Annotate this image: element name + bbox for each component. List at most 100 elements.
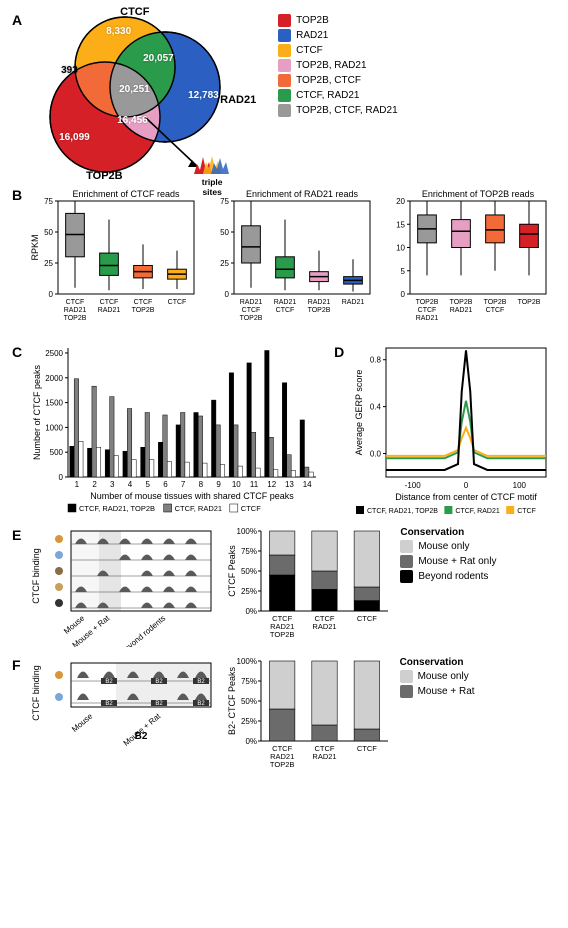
svg-text:2000: 2000 xyxy=(45,374,63,383)
venn-legend: TOP2B RAD21 CTCF TOP2B, RAD21 TOP2B, CTC… xyxy=(278,12,398,119)
svg-text:25%: 25% xyxy=(241,587,257,596)
svg-text:0: 0 xyxy=(49,290,54,299)
svg-text:0: 0 xyxy=(401,290,406,299)
svg-text:9: 9 xyxy=(216,480,221,489)
svg-text:10: 10 xyxy=(232,480,241,489)
svg-text:12: 12 xyxy=(267,480,276,489)
svg-text:75: 75 xyxy=(220,197,229,206)
triple-label: triple sites xyxy=(191,177,233,197)
legend-item: TOP2B, CTCF, RAD21 xyxy=(278,104,398,117)
panel-B-label: B xyxy=(12,187,22,203)
svg-text:TOP2B: TOP2B xyxy=(269,760,293,769)
svg-text:11: 11 xyxy=(250,480,259,489)
svg-text:CTCF: CTCF xyxy=(418,307,437,314)
bar-chart-C: 05001000150020002500Number of CTCF peaks… xyxy=(30,344,320,519)
venn-val-rad21: 12,783 xyxy=(188,90,219,101)
svg-text:6: 6 xyxy=(163,480,168,489)
svg-text:CTCF: CTCF xyxy=(242,307,261,314)
svg-text:0: 0 xyxy=(225,290,230,299)
venn-val-all: 20,251 xyxy=(119,84,150,95)
svg-text:TOP2B: TOP2B xyxy=(518,299,541,306)
svg-text:B2: B2 xyxy=(197,679,205,685)
legend-item: TOP2B, RAD21 xyxy=(278,59,398,72)
svg-text:0.4: 0.4 xyxy=(370,403,382,412)
svg-text:RPKM: RPKM xyxy=(30,234,40,260)
svg-text:TOP2B: TOP2B xyxy=(308,307,331,314)
svg-text:25: 25 xyxy=(44,259,53,268)
triple-icon: triple sites xyxy=(191,152,233,197)
legend-F: Conservation Mouse only Mouse + Rat xyxy=(400,657,475,700)
venn-outer-top2b: TOP2B xyxy=(86,170,122,182)
svg-text:13: 13 xyxy=(285,480,294,489)
svg-text:TOP2B: TOP2B xyxy=(270,630,294,639)
legend-item: CTCF xyxy=(278,44,398,57)
svg-text:50%: 50% xyxy=(241,697,257,706)
svg-text:TOP2B: TOP2B xyxy=(240,315,263,322)
svg-text:TOP2B: TOP2B xyxy=(132,307,155,314)
svg-text:25: 25 xyxy=(220,259,229,268)
svg-text:RAD21: RAD21 xyxy=(64,307,87,314)
svg-text:RAD21: RAD21 xyxy=(240,299,263,306)
svg-text:RAD21: RAD21 xyxy=(313,622,337,631)
svg-text:0.8: 0.8 xyxy=(370,356,382,365)
svg-text:B2: B2 xyxy=(134,731,147,742)
svg-text:CTCF Peaks: CTCF Peaks xyxy=(227,545,237,597)
panel-B-plots: Enrichment of CTCF reads0255075RPKMCTCFR… xyxy=(30,187,550,332)
panel-D-label: D xyxy=(334,344,344,360)
svg-text:100%: 100% xyxy=(237,527,257,536)
svg-text:8: 8 xyxy=(199,480,204,489)
svg-text:CTCF, RAD21, TOP2B: CTCF, RAD21, TOP2B xyxy=(367,508,438,515)
svg-text:4: 4 xyxy=(128,480,133,489)
svg-text:1: 1 xyxy=(75,480,80,489)
svg-text:1500: 1500 xyxy=(45,399,63,408)
venn-val-ctcf-rad21: 20,057 xyxy=(143,53,174,64)
svg-text:75: 75 xyxy=(44,197,53,206)
svg-text:B2: B2 xyxy=(155,679,163,685)
svg-text:Beyond rodents: Beyond rodents xyxy=(119,614,168,647)
stacked-bars-F: 0%25%50%75%100%B2- CTCF PeaksCTCFRAD21TO… xyxy=(227,657,392,777)
svg-text:CTCF: CTCF xyxy=(168,299,187,306)
svg-text:7: 7 xyxy=(181,480,186,489)
svg-text:75%: 75% xyxy=(241,547,257,556)
svg-text:1000: 1000 xyxy=(45,423,63,432)
svg-text:-100: -100 xyxy=(405,481,422,490)
svg-text:CTCF: CTCF xyxy=(241,504,261,513)
svg-text:TOP2B: TOP2B xyxy=(450,299,473,306)
svg-text:Mouse + Rat: Mouse + Rat xyxy=(121,711,162,748)
svg-text:5: 5 xyxy=(401,267,406,276)
svg-text:RAD21: RAD21 xyxy=(274,299,297,306)
svg-text:Number of mouse tissues with s: Number of mouse tissues with shared CTCF… xyxy=(90,491,294,501)
svg-text:0%: 0% xyxy=(246,607,258,616)
svg-text:Distance from center of CTCF m: Distance from center of CTCF motif xyxy=(395,492,537,502)
svg-text:RAD21: RAD21 xyxy=(98,307,121,314)
schematic-F: CTCF bindingB2B2B2B2B2B2MouseMouse + Rat… xyxy=(29,657,219,752)
svg-text:100%: 100% xyxy=(236,657,256,666)
svg-text:500: 500 xyxy=(50,448,64,457)
svg-text:0%: 0% xyxy=(245,737,257,746)
svg-text:RAD21: RAD21 xyxy=(416,315,439,322)
svg-text:CTCF, RAD21, TOP2B: CTCF, RAD21, TOP2B xyxy=(79,504,155,513)
svg-text:B2: B2 xyxy=(105,701,113,707)
svg-text:B2: B2 xyxy=(105,679,113,685)
svg-text:75%: 75% xyxy=(241,677,257,686)
panel-A-label: A xyxy=(12,12,22,28)
svg-text:CTCF: CTCF xyxy=(356,744,376,753)
legend-item: TOP2B, CTCF xyxy=(278,74,398,87)
svg-text:50%: 50% xyxy=(241,567,257,576)
legend-item: CTCF, RAD21 xyxy=(278,89,398,102)
svg-text:0.0: 0.0 xyxy=(370,450,382,459)
venn-diagram: 8,330 20,057 12,783 393 20,251 16,456 16… xyxy=(30,12,240,177)
venn-outer-ctcf: CTCF xyxy=(120,6,149,18)
venn-outer-rad21: RAD21 xyxy=(220,94,256,106)
svg-text:5: 5 xyxy=(146,480,151,489)
svg-text:B2: B2 xyxy=(197,701,205,707)
svg-text:50: 50 xyxy=(44,228,53,237)
svg-text:3: 3 xyxy=(110,480,115,489)
svg-text:B2: B2 xyxy=(155,701,163,707)
svg-text:CTCF binding: CTCF binding xyxy=(31,548,41,604)
svg-text:TOP2B: TOP2B xyxy=(64,315,87,322)
svg-text:2500: 2500 xyxy=(45,349,63,358)
svg-text:Mouse: Mouse xyxy=(70,711,95,734)
svg-text:CTCF: CTCF xyxy=(66,299,85,306)
svg-text:50: 50 xyxy=(220,228,229,237)
